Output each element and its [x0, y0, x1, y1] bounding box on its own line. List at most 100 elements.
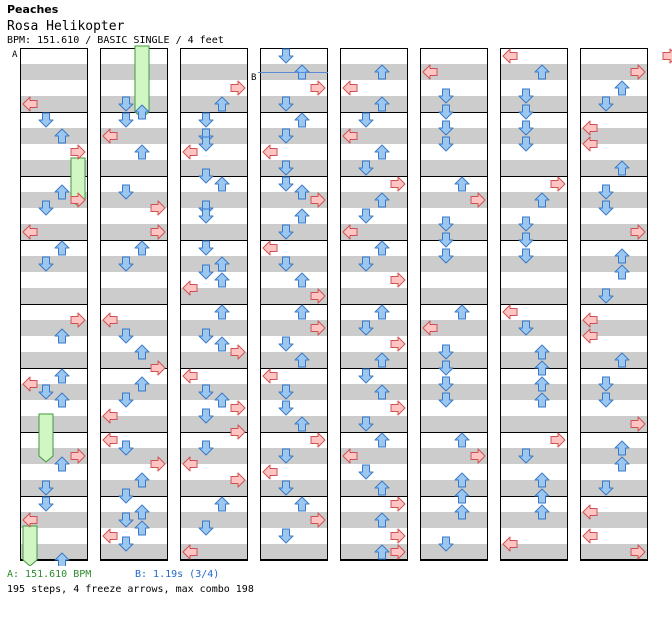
left-arrow-icon: [182, 544, 198, 560]
up-arrow-icon: [374, 544, 390, 560]
beat-stripe: [340, 384, 408, 400]
beat-stripe: [100, 480, 168, 496]
beat-stripe: [340, 416, 408, 432]
up-arrow-icon: [454, 504, 470, 520]
beat-stripe: [420, 160, 488, 176]
beat-stripe: [580, 480, 648, 496]
up-arrow-icon: [534, 504, 550, 520]
up-arrow-icon: [374, 480, 390, 496]
beat-stripe: [340, 192, 408, 208]
beat-stripe: [500, 288, 568, 304]
chart-column: [20, 48, 88, 566]
down-arrow-icon: [278, 160, 294, 176]
right-arrow-icon: [630, 224, 646, 240]
up-arrow-icon: [534, 344, 550, 360]
beat-stripe: [340, 352, 408, 368]
beat-stripe: [180, 96, 248, 112]
beat-stripe: [260, 256, 328, 272]
beat-stripe: [340, 512, 408, 528]
left-arrow-icon: [182, 144, 198, 160]
down-arrow-icon: [278, 528, 294, 544]
beat-stripe: [580, 384, 648, 400]
down-arrow-icon: [358, 368, 374, 384]
beat-stripe: [20, 256, 88, 272]
beat-stripe: [100, 288, 168, 304]
up-arrow-icon: [374, 352, 390, 368]
beat-stripe: [420, 96, 488, 112]
up-arrow-icon: [214, 304, 230, 320]
beat-stripe: [580, 448, 648, 464]
artist-name: Peaches: [7, 3, 59, 16]
right-arrow-icon: [390, 400, 406, 416]
freeze-arrow-down: [38, 413, 54, 463]
beat-stripe: [180, 160, 248, 176]
beat-stripe: [500, 512, 568, 528]
up-arrow-icon: [134, 344, 150, 360]
chart-info: BPM: 151.610 / BASIC SINGLE / 4 feet: [7, 35, 224, 46]
up-arrow-icon: [54, 184, 70, 200]
beat-stripe: [500, 192, 568, 208]
up-arrow-icon: [614, 352, 630, 368]
up-arrow-icon: [454, 432, 470, 448]
down-arrow-icon: [598, 96, 614, 112]
beat-stripe: [500, 96, 568, 112]
left-arrow-icon: [502, 536, 518, 552]
right-arrow-icon: [230, 424, 246, 440]
down-arrow-icon: [118, 392, 134, 408]
up-arrow-icon: [134, 504, 150, 520]
down-arrow-icon: [198, 328, 214, 344]
right-arrow-icon: [630, 64, 646, 80]
up-arrow-icon: [294, 496, 310, 512]
up-arrow-icon: [134, 472, 150, 488]
down-arrow-icon: [118, 112, 134, 128]
down-arrow-icon: [278, 384, 294, 400]
left-arrow-icon: [262, 464, 278, 480]
up-arrow-icon: [54, 392, 70, 408]
up-arrow-icon: [454, 304, 470, 320]
up-arrow-icon: [534, 376, 550, 392]
down-arrow-icon: [598, 200, 614, 216]
down-arrow-icon: [278, 400, 294, 416]
left-arrow-icon: [262, 144, 278, 160]
down-arrow-icon: [518, 104, 534, 120]
beat-stripe: [500, 224, 568, 240]
up-arrow-icon: [294, 352, 310, 368]
column-border: [580, 48, 648, 560]
down-arrow-icon: [278, 448, 294, 464]
down-arrow-icon: [438, 360, 454, 376]
beat-stripe: [500, 384, 568, 400]
right-arrow-icon: [310, 432, 326, 448]
left-arrow-icon: [102, 528, 118, 544]
beat-stripe: [420, 224, 488, 240]
down-arrow-icon: [278, 480, 294, 496]
beat-stripe: [260, 448, 328, 464]
column-border: [260, 48, 328, 560]
up-arrow-icon: [454, 176, 470, 192]
left-arrow-icon: [342, 128, 358, 144]
down-arrow-icon: [38, 112, 54, 128]
up-arrow-icon: [54, 368, 70, 384]
up-arrow-icon: [294, 208, 310, 224]
down-arrow-icon: [598, 288, 614, 304]
right-arrow-icon: [470, 448, 486, 464]
down-arrow-icon: [598, 480, 614, 496]
up-arrow-icon: [454, 472, 470, 488]
up-arrow-icon: [54, 552, 70, 566]
left-arrow-icon: [582, 120, 598, 136]
down-arrow-icon: [198, 384, 214, 400]
up-arrow-icon: [214, 272, 230, 288]
right-arrow-icon: [70, 448, 86, 464]
left-arrow-icon: [102, 312, 118, 328]
beat-stripe: [20, 416, 88, 432]
up-arrow-icon: [294, 304, 310, 320]
beat-stripe: [180, 512, 248, 528]
freeze-arrow-left: [22, 525, 38, 566]
beat-stripe: [420, 512, 488, 528]
down-arrow-icon: [198, 112, 214, 128]
up-arrow-icon: [534, 392, 550, 408]
beat-stripe: [100, 96, 168, 112]
bpm-a-label: A: 151.610 BPM: [7, 569, 92, 580]
down-arrow-icon: [438, 136, 454, 152]
up-arrow-icon: [294, 272, 310, 288]
beat-stripe: [100, 64, 168, 80]
